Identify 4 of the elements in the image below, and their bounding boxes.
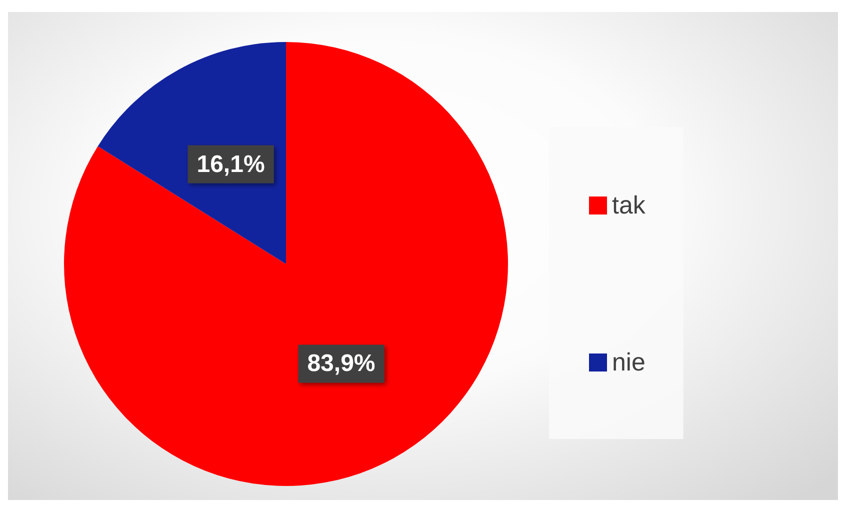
- legend-label: nie: [612, 348, 646, 376]
- data-label: 83,9%: [307, 350, 376, 378]
- legend-label: tak: [612, 192, 646, 220]
- data-label: 16,1%: [196, 150, 265, 178]
